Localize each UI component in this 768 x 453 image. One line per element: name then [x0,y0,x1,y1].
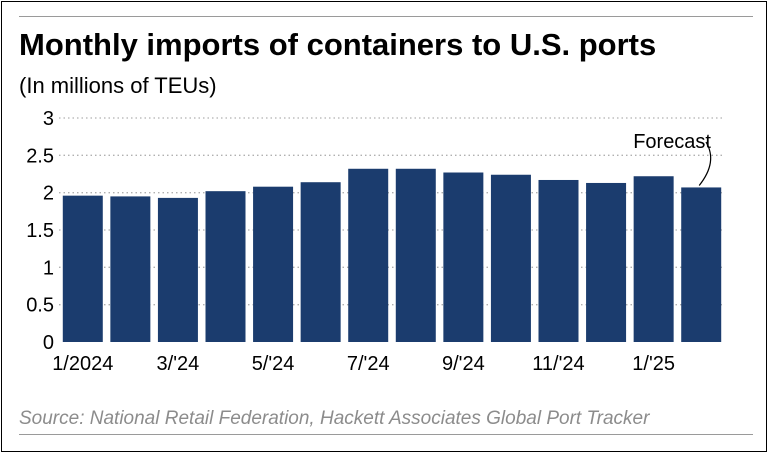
x-tick-label: 1/'25 [632,353,675,375]
bar [205,191,246,342]
x-tick-label: 3/'24 [157,353,200,375]
bar [253,186,294,342]
bottom-rule [19,434,753,435]
bar [110,196,151,342]
source-note: Source: National Retail Federation, Hack… [19,408,650,429]
bar [538,179,579,342]
bar [348,168,389,342]
forecast-leader-line [698,141,712,186]
x-tick-label: 7/'24 [347,353,390,375]
bar [157,197,198,342]
x-tick-label: 1/2024 [52,353,113,375]
y-tick-label: 3 [43,108,54,130]
chart-title: Monthly imports of containers to U.S. po… [19,27,657,62]
y-tick-label: 0.5 [26,295,54,317]
y-tick-label: 1 [43,257,54,279]
y-tick-label: 0 [43,332,54,354]
bar [443,172,484,342]
bar [586,182,627,342]
top-rule [19,16,753,17]
chart-subtitle: (In millions of TEUs) [19,73,217,98]
bar-forecast [681,187,722,342]
x-tick-label: 9/'24 [442,353,485,375]
bar [62,195,103,342]
y-tick-label: 2 [43,183,54,205]
y-axis-ticks: 0 0.5 1 1.5 2 2.5 3 [26,108,54,354]
forecast-label: Forecast [633,131,711,153]
x-tick-label: 5/'24 [252,353,295,375]
bars [62,168,722,342]
y-tick-label: 1.5 [26,220,54,242]
y-tick-label: 2.5 [26,145,54,167]
bar [633,176,674,342]
forecast-annotation: Forecast [633,131,712,186]
bar [490,174,531,342]
x-axis-ticks: 1/2024 3/'24 5/'24 7/'24 9/'24 11/'24 1/'25 [52,353,675,375]
x-tick-label: 11/'24 [532,353,584,375]
bar [300,182,341,342]
bar [395,168,436,342]
